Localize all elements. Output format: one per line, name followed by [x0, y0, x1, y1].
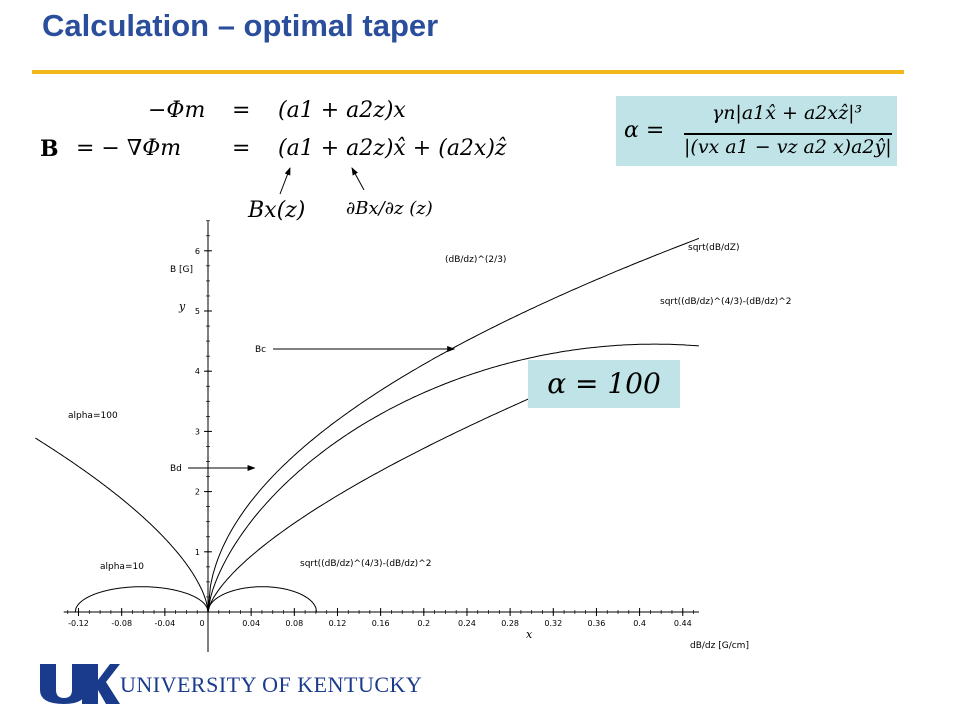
- institution-name: UNIVERSITY OF KENTUCKY: [120, 672, 423, 697]
- x-tick-label: 0.36: [588, 619, 606, 628]
- series-line-alpha100: [35, 437, 209, 613]
- x-tick-label: 0.44: [674, 619, 692, 628]
- equation-line2-mid: = − ∇Φm: [76, 136, 182, 161]
- equation-line1-rhs: (a1 + a2z)x: [278, 98, 406, 123]
- series-line-sqrtdiff: [207, 343, 699, 613]
- series-line-alpha10: [74, 586, 209, 613]
- arrow-to-bx: [279, 167, 291, 195]
- uk-logo-icon: [40, 664, 120, 704]
- x-tick-label: 0.2: [417, 619, 430, 628]
- alpha-numerator: γn|a1x̂ + a2xẑ|³: [711, 102, 863, 124]
- x-axis-letter: x: [526, 628, 533, 641]
- equation-line1-eq: =: [232, 98, 251, 123]
- y-tick-label: 6: [195, 247, 200, 256]
- annotation-bd: Bd: [170, 464, 182, 474]
- series-line-smallarc: [207, 586, 317, 613]
- series-label-sqrt: sqrt(dB/dZ): [688, 243, 739, 253]
- alpha-formula-box: α = γn|a1x̂ + a2xẑ|³ |(vx a1 − vz a2 x)a…: [616, 96, 897, 166]
- x-tick-label: -0.08: [111, 619, 132, 628]
- x-tick-label: 0.12: [329, 619, 347, 628]
- annotation-bc: Bc: [255, 345, 266, 355]
- y-tick-label: 1: [195, 548, 200, 557]
- x-tick-label: 0.24: [458, 619, 476, 628]
- y-tick-label: 2: [195, 488, 200, 497]
- y-tick-label: 3: [195, 427, 200, 436]
- y-axis-letter: y: [178, 300, 186, 313]
- x-tick-label: 0: [199, 619, 204, 628]
- x-tick-label: 0.16: [372, 619, 390, 628]
- page-title: Calculation – optimal taper: [42, 8, 439, 43]
- equation-line1-lhs: −Φm: [148, 98, 206, 123]
- series-label-pow23: (dB/dz)^(2/3): [445, 255, 506, 265]
- series-label-alpha100: alpha=100: [68, 411, 118, 421]
- title-divider: [32, 70, 904, 74]
- annotation-dbx-dz: ∂Bx/∂z (z): [346, 198, 433, 219]
- alpha-denominator: |(vx a1 − vz a2 x)a2ŷ|: [684, 136, 892, 158]
- ylabel: B [G]: [170, 265, 193, 275]
- y-tick-label: 5: [195, 307, 200, 316]
- equation-line2-rhs: (a1 + a2z)x̂ + (a2x)ẑ: [278, 136, 507, 161]
- annotation-bx: Bx(z): [248, 198, 306, 223]
- x-tick-label: 0.28: [501, 619, 519, 628]
- x-tick-label: -0.12: [68, 619, 89, 628]
- x-tick-label: 0.08: [285, 619, 303, 628]
- xlabel: dB/dz [G/cm]: [690, 641, 749, 651]
- equation-line2-lhs: B: [40, 136, 59, 162]
- arrow-to-dbx-dz: [351, 167, 365, 191]
- series-label-sqrtdiff: sqrt((dB/dz)^(4/3)-(dB/dz)^2: [660, 297, 791, 307]
- series-label-smallarc: sqrt((dB/dz)^(4/3)-(dB/dz)^2: [300, 559, 431, 569]
- x-tick-label: 0.4: [633, 619, 646, 628]
- x-tick-label: -0.04: [154, 619, 175, 628]
- x-tick-label: 0.04: [242, 619, 260, 628]
- series-line-sqrt: [207, 237, 700, 613]
- x-tick-label: 0.32: [544, 619, 562, 628]
- equation-line2-eq: =: [232, 136, 251, 161]
- alpha-lhs: α =: [624, 118, 665, 143]
- series-label-alpha10: alpha=10: [100, 562, 144, 572]
- y-tick-label: 4: [195, 367, 200, 376]
- b-vector: B: [40, 136, 59, 162]
- alpha-value-box: α = 100: [528, 360, 680, 408]
- fraction-bar: [684, 133, 892, 135]
